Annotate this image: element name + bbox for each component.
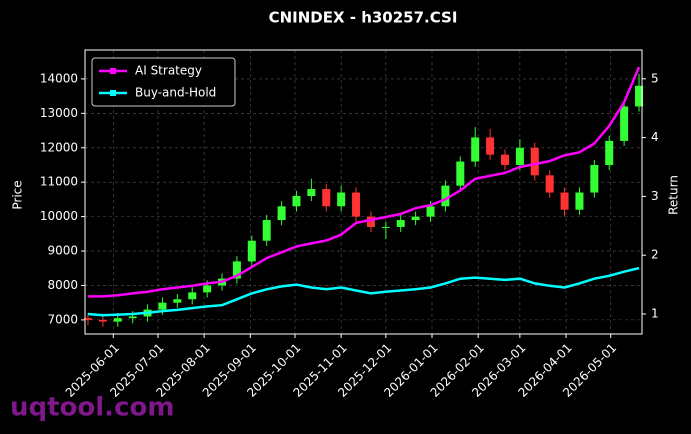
y-tick-label: 11000 (40, 175, 78, 189)
candle-body (560, 192, 569, 210)
candle-body (337, 192, 346, 207)
y2-tick-label: 3 (651, 189, 659, 203)
candle-body (292, 195, 301, 207)
candle-body (530, 147, 539, 176)
candle-body (322, 189, 331, 207)
candle-body (396, 220, 405, 227)
candle-body (575, 192, 584, 210)
watermark: uqtool.com (10, 393, 174, 423)
candle-body (590, 164, 599, 193)
y2-tick-label: 1 (651, 307, 659, 321)
y2-tick-label: 4 (651, 130, 659, 144)
y-tick-label: 7000 (47, 312, 78, 326)
y2-axis-label: Return (667, 175, 681, 215)
candle-body (307, 189, 316, 196)
candle-body (426, 206, 435, 217)
candle-body (83, 318, 92, 320)
legend-marker (110, 68, 116, 74)
candle-body (605, 140, 614, 165)
candle-body (515, 147, 524, 165)
y-tick-label: 9000 (47, 244, 78, 258)
candle-body (456, 161, 465, 186)
y-tick-label: 8000 (47, 278, 78, 292)
candle-body (113, 318, 122, 322)
candle-body (277, 206, 286, 221)
y-tick-label: 13000 (40, 106, 78, 120)
candle-body (173, 299, 182, 303)
candle-body (188, 292, 197, 300)
candle-body (486, 137, 495, 155)
candle-body (366, 216, 375, 227)
candle-body (500, 154, 509, 165)
y-axis-label: Price (11, 180, 25, 209)
chart-title: CNINDEX - h30257.CSI (269, 9, 458, 27)
candle-body (545, 175, 554, 193)
candle-body (620, 106, 629, 141)
candle-body (158, 302, 167, 310)
y-tick-label: 12000 (40, 140, 78, 154)
plot-frame (84, 49, 643, 335)
candle-body (203, 285, 212, 293)
y-tick-label: 14000 (40, 71, 78, 85)
candle-body (441, 185, 450, 207)
candle-body (381, 226, 390, 228)
legend: AI Strategy Buy-and-Hold (91, 57, 236, 107)
candle-body (98, 319, 107, 322)
y-tick-label: 10000 (40, 209, 78, 223)
legend-label: Buy-and-Hold (135, 86, 216, 100)
line-series (87, 266, 640, 317)
candle-body (232, 261, 241, 279)
y2-tick-label: 2 (651, 248, 659, 262)
legend-label: AI Strategy (135, 64, 202, 78)
y2-tick-label: 5 (651, 71, 659, 85)
candle-body (352, 192, 361, 217)
candle-body (262, 220, 271, 241)
candle-body (247, 240, 256, 262)
candle-body (471, 137, 480, 162)
candle-body (128, 316, 137, 319)
candle-body (411, 216, 420, 221)
legend-marker (110, 90, 116, 96)
legend-box (91, 57, 236, 107)
candle-body (635, 85, 644, 107)
line-series (88, 66, 641, 298)
